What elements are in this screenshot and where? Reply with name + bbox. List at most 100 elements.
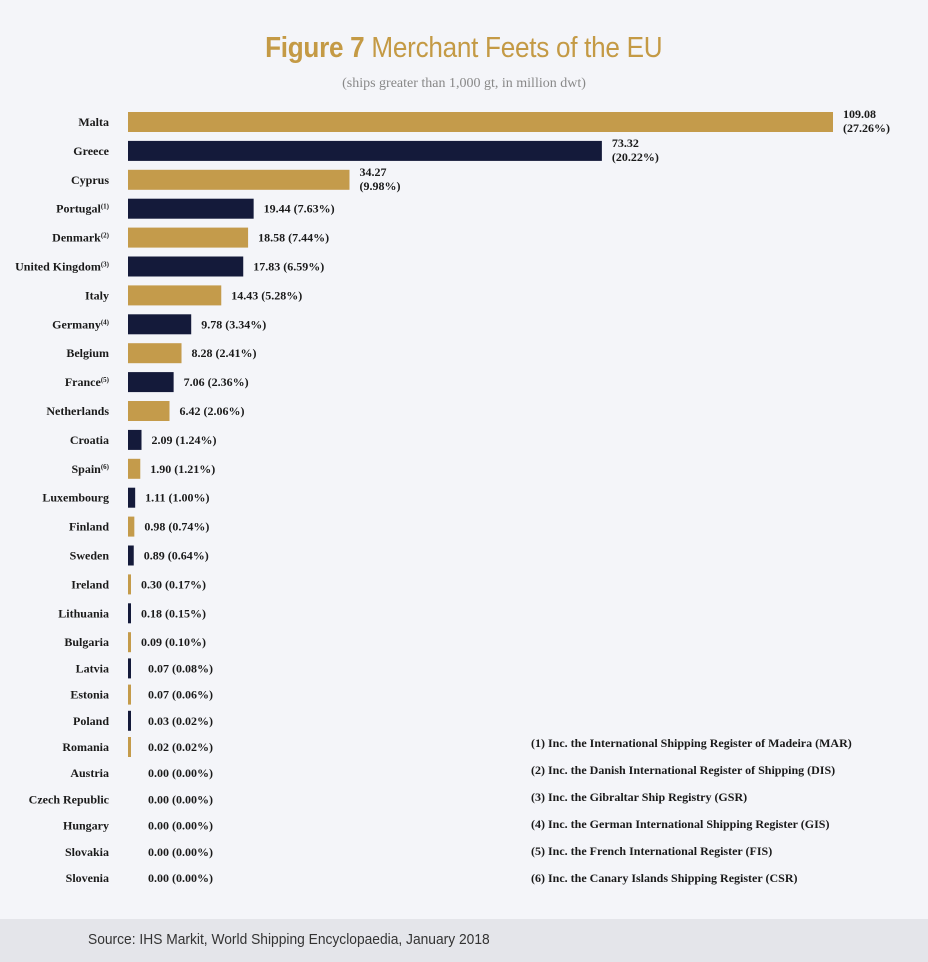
value-label: 0.98 (0.74%) (144, 520, 209, 534)
value-label: 6.42 (2.06%) (179, 404, 244, 418)
footnote-1: (1) Inc. the International Shipping Regi… (531, 736, 852, 750)
value-label: 0.00 (0.00%) (148, 766, 213, 780)
category-label: Denmark(2) (52, 231, 110, 245)
footnote-3: (3) Inc. the Gibraltar Ship Registry (GS… (531, 790, 748, 804)
bar (128, 256, 244, 277)
value-label: 18.58 (7.44%) (258, 231, 329, 245)
bar (128, 140, 602, 161)
category-label: Bulgaria (64, 635, 109, 649)
bar (128, 169, 350, 190)
category-label: Croatia (70, 433, 109, 447)
value-label: 0.09 (0.10%) (141, 635, 206, 649)
category-label: Spain(6) (71, 462, 109, 476)
footnote-mark: (4) (101, 318, 110, 326)
bar (128, 429, 142, 450)
footnote-4: (4) Inc. the German International Shippi… (531, 817, 830, 831)
bar (128, 198, 254, 219)
category-label: Portugal(1) (56, 202, 110, 216)
value-label: 0.07 (0.08%) (148, 661, 213, 675)
value-label: 109.08 (843, 107, 876, 121)
value-label: 0.00 (0.00%) (148, 819, 213, 833)
value-label: 0.89 (0.64%) (144, 549, 209, 563)
footnote-mark: (1) (101, 203, 110, 211)
value-label: 14.43 (5.28%) (231, 288, 302, 302)
chart-title: Figure 7 Merchant Feets of the EU (0, 32, 928, 65)
share-label: (20.22%) (612, 150, 659, 164)
value-label: 8.28 (2.41%) (192, 346, 257, 360)
footnote-6: (6) Inc. the Canary Islands Shipping Reg… (531, 871, 798, 885)
value-label: 0.02 (0.02%) (148, 740, 213, 754)
bar (128, 632, 131, 653)
category-label: Romania (62, 740, 109, 754)
category-label: Sweden (70, 549, 110, 563)
source-text: Source: IHS Markit, World Shipping Encyc… (88, 931, 490, 948)
title-text: Merchant Feets of the EU (371, 32, 663, 64)
category-label: Latvia (76, 661, 109, 675)
bar (128, 710, 131, 731)
share-label: (27.26%) (843, 121, 890, 135)
category-label: Greece (73, 144, 109, 158)
value-label: 0.00 (0.00%) (148, 845, 213, 859)
value-label: 7.06 (2.36%) (184, 375, 249, 389)
bar (128, 285, 222, 306)
category-label: Italy (85, 288, 109, 302)
category-label: Ireland (71, 577, 109, 591)
value-label: 0.00 (0.00%) (148, 871, 213, 885)
footnotes: (1) Inc. the International Shipping Regi… (531, 735, 921, 897)
category-label: Lithuania (58, 606, 109, 620)
bar (128, 401, 170, 421)
value-label: 73.32 (612, 136, 639, 150)
bar (128, 516, 135, 537)
footnote-2: (2) Inc. the Danish International Regist… (531, 763, 836, 777)
bar (128, 458, 141, 479)
category-label: Germany(4) (52, 317, 109, 331)
category-label: Slovenia (66, 871, 109, 885)
category-label: Cyprus (71, 173, 109, 187)
footnote-mark: (6) (101, 463, 110, 471)
bar (128, 684, 131, 705)
category-label: Czech Republic (29, 792, 110, 806)
footnote-mark: (3) (101, 261, 110, 269)
value-label: 34.27 (359, 165, 386, 179)
category-label: Hungary (63, 819, 109, 833)
bar (128, 658, 131, 679)
category-label: Finland (69, 520, 109, 534)
footnote-5: (5) Inc. the French International Regist… (531, 844, 773, 858)
bar (128, 372, 174, 393)
value-label: 0.30 (0.17%) (141, 577, 206, 591)
bar (128, 314, 192, 335)
value-label: 0.07 (0.06%) (148, 688, 213, 702)
value-label: 19.44 (7.63%) (264, 202, 335, 216)
chart-subtitle: (ships greater than 1,000 gt, in million… (342, 76, 586, 91)
bar (128, 737, 131, 757)
share-label: (9.98%) (359, 179, 400, 193)
footnote-mark: (2) (101, 232, 110, 240)
bar (128, 545, 134, 566)
value-label: 9.78 (3.34%) (201, 317, 266, 331)
category-label: Estonia (70, 688, 109, 702)
category-label: Austria (70, 766, 109, 780)
figure-number: Figure 7 (265, 32, 365, 64)
value-label: 0.18 (0.15%) (141, 606, 206, 620)
category-label: Luxembourg (42, 491, 109, 505)
category-label: Poland (73, 714, 109, 728)
source-footer: Source: IHS Markit, World Shipping Encyc… (0, 919, 928, 962)
value-label: 1.90 (1.21%) (150, 462, 215, 476)
bar (128, 603, 131, 624)
bar (128, 487, 136, 508)
footnote-mark: (5) (101, 376, 110, 384)
category-label: Belgium (66, 346, 109, 360)
bar (128, 112, 833, 132)
value-label: 0.00 (0.00%) (148, 792, 213, 806)
value-label: 1.11 (1.00%) (145, 491, 209, 505)
value-label: 2.09 (1.24%) (152, 433, 217, 447)
bar (128, 574, 131, 595)
category-label: Slovakia (65, 845, 109, 859)
bar-chart: Malta 109.08(27.26%) Greece 73.32(20.22%) Cy… (15, 107, 890, 885)
bar (128, 227, 249, 248)
category-label: Malta (78, 115, 109, 129)
value-label: 0.03 (0.02%) (148, 714, 213, 728)
category-label: Netherlands (46, 404, 109, 418)
bar (128, 343, 182, 364)
category-label: France(5) (65, 375, 110, 389)
